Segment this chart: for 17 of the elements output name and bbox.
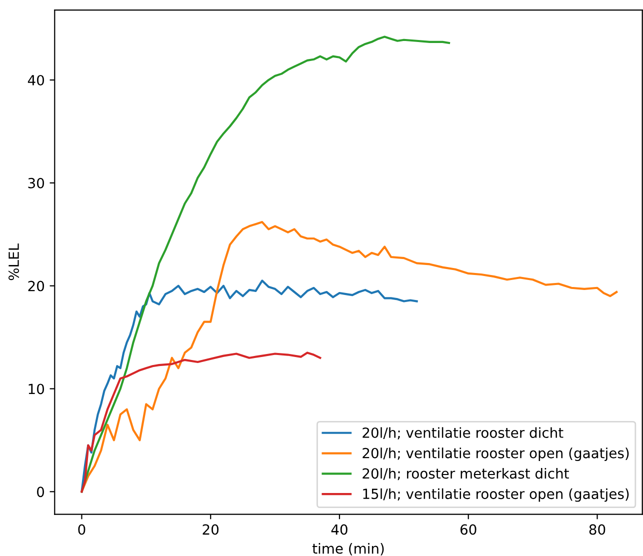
x-tick-label: 80: [589, 524, 606, 535]
legend-label: 20l/h; rooster meterkast dicht: [362, 468, 569, 480]
legend-label: 20l/h; ventilatie rooster open (gaatjes): [362, 448, 629, 462]
legend-label: 20l/h; ventilatie rooster dicht: [362, 427, 564, 440]
x-tick-label: 20: [202, 524, 219, 535]
y-tick-label: 0: [37, 486, 44, 498]
line-series: [80, 352, 322, 493]
y-tick-label: 20: [28, 280, 44, 292]
x-tick-label: 40: [331, 524, 348, 535]
x-tick-label: 0: [78, 524, 86, 535]
y-tick-label: 30: [28, 178, 44, 188]
legend-label: 15l/h; ventilatie rooster open (gaatjes): [363, 488, 629, 502]
y-tick-label: 40: [28, 74, 44, 86]
y-tick-label: 10: [28, 384, 44, 394]
x-tick-label: 60: [460, 524, 476, 535]
x-axis-title: time (min): [312, 543, 384, 556]
y-axis-title: %LEL: [8, 244, 20, 280]
